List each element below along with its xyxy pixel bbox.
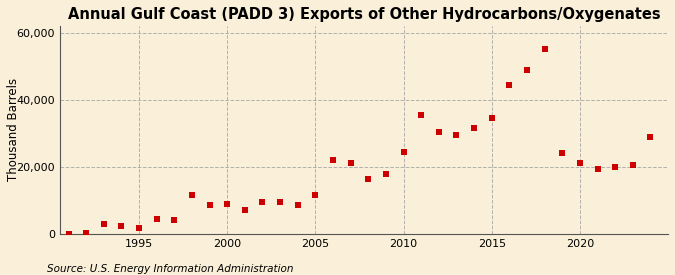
Point [381, 171, 392, 176]
Point [134, 226, 144, 230]
Point [81, 231, 92, 235]
Point [63, 231, 74, 236]
Point [557, 151, 568, 156]
Point [416, 113, 427, 117]
Point [645, 134, 656, 139]
Point [275, 200, 286, 204]
Point [240, 208, 250, 212]
Point [433, 130, 444, 134]
Point [522, 67, 533, 72]
Point [327, 158, 338, 162]
Point [205, 203, 215, 208]
Point [592, 166, 603, 171]
Point [292, 203, 303, 208]
Point [610, 165, 620, 169]
Point [574, 161, 585, 166]
Point [398, 150, 409, 154]
Point [345, 161, 356, 166]
Point [504, 82, 515, 87]
Text: Source: U.S. Energy Information Administration: Source: U.S. Energy Information Administ… [47, 264, 294, 274]
Point [539, 47, 550, 52]
Point [99, 222, 109, 226]
Point [186, 193, 197, 197]
Point [451, 133, 462, 137]
Point [116, 223, 127, 228]
Point [151, 217, 162, 221]
Point [468, 126, 479, 130]
Title: Annual Gulf Coast (PADD 3) Exports of Other Hydrocarbons/Oxygenates: Annual Gulf Coast (PADD 3) Exports of Ot… [68, 7, 660, 22]
Point [627, 163, 638, 167]
Point [363, 176, 374, 181]
Y-axis label: Thousand Barrels: Thousand Barrels [7, 78, 20, 182]
Point [222, 202, 233, 207]
Point [257, 200, 268, 204]
Point [310, 193, 321, 197]
Point [169, 218, 180, 222]
Point [486, 116, 497, 120]
